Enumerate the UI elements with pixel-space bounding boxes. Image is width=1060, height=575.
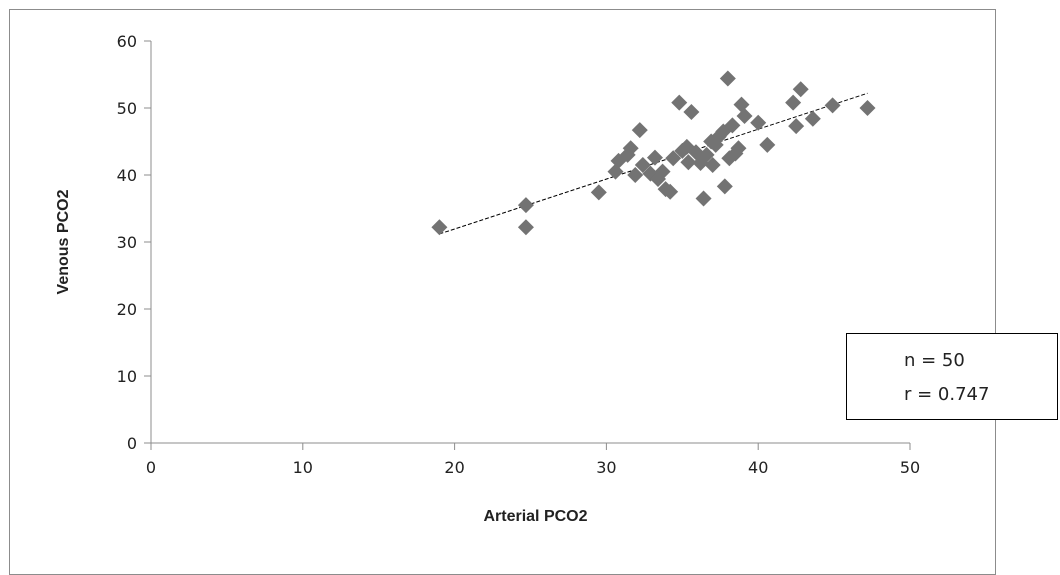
data-point: [518, 197, 534, 213]
data-point: [632, 122, 648, 138]
y-tick-label: 40: [117, 166, 137, 185]
x-tick-label: 20: [444, 458, 464, 477]
data-point: [518, 219, 534, 235]
data-point: [750, 115, 766, 131]
data-point: [683, 104, 699, 120]
y-tick-label: 20: [117, 300, 137, 319]
data-point: [759, 137, 775, 153]
y-tick-label: 60: [117, 32, 137, 51]
correlation-label: r = 0.747: [904, 384, 989, 405]
y-tick-label: 30: [117, 233, 137, 252]
chart-area: 0 10 20 30 40 50 60 0 10 20 30 40 50 Venous PCO2 Ar…: [9, 9, 996, 575]
data-point: [720, 71, 736, 87]
y-axis: 0 10 20 30 40 50 60: [117, 32, 151, 453]
x-tick-label: 0: [146, 458, 156, 477]
scatter-plot: 0 10 20 30 40 50 60 0 10 20 30 40 50 Venous PCO2 Ar…: [10, 10, 995, 574]
data-points: [431, 71, 875, 236]
x-axis: 0 10 20 30 40 50: [146, 443, 920, 477]
y-tick-label: 10: [117, 367, 137, 386]
data-point: [717, 178, 733, 194]
y-tick-label: 0: [127, 434, 137, 453]
data-point: [859, 100, 875, 116]
y-axis-title: Venous PCO2: [55, 189, 72, 294]
stats-box: n = 50 r = 0.747: [846, 333, 1058, 420]
data-point: [591, 184, 607, 200]
data-point: [737, 108, 753, 124]
data-point: [647, 150, 663, 166]
sample-size-label: n = 50: [904, 350, 965, 371]
y-tick-label: 50: [117, 99, 137, 118]
data-point: [696, 190, 712, 206]
x-tick-label: 50: [900, 458, 920, 477]
data-point: [793, 81, 809, 97]
x-tick-label: 30: [596, 458, 616, 477]
data-point: [788, 118, 804, 134]
data-point: [671, 95, 687, 111]
x-axis-title: Arterial PCO2: [483, 508, 587, 525]
x-tick-label: 10: [293, 458, 313, 477]
data-point: [785, 95, 801, 111]
data-point: [734, 97, 750, 113]
x-tick-label: 40: [748, 458, 768, 477]
data-point: [825, 97, 841, 113]
data-point: [431, 219, 447, 235]
